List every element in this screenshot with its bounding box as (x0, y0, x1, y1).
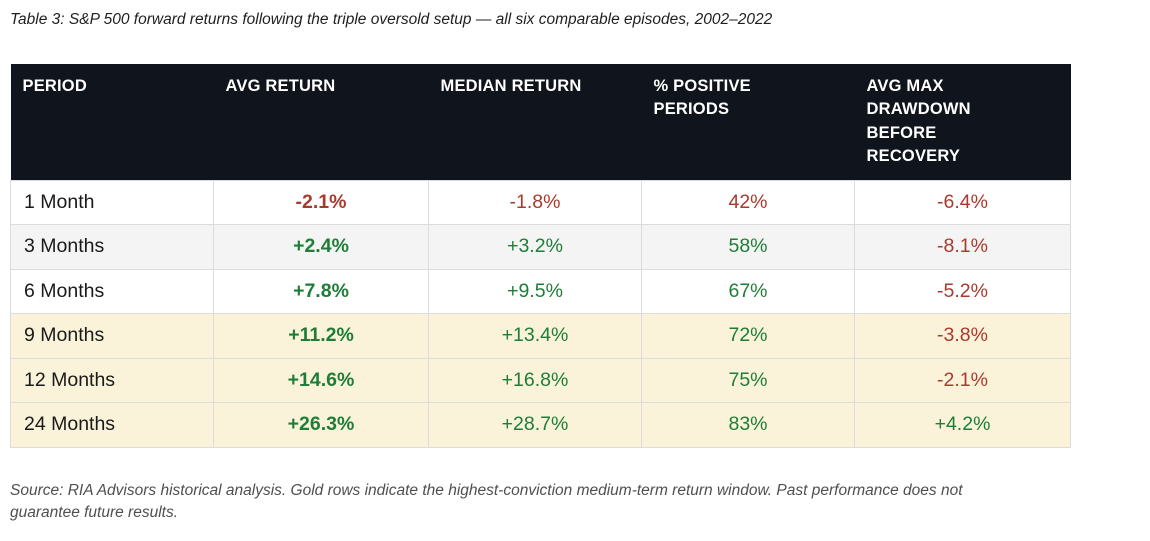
cell-median-return: -1.8% (428, 179, 642, 226)
table-header-row: PERIOD AVG RETURN MEDIAN RETURN% POSITIVE … (10, 64, 1071, 181)
cell-period: 3 Months (10, 224, 214, 270)
cell-drawdown: -2.1% (854, 357, 1071, 404)
cell-period: 12 Months (10, 357, 214, 404)
table-row-6-months: 6 Months +7.8% +9.5% 67% -5.2% (10, 268, 1071, 315)
cell-period: 24 Months (10, 402, 214, 448)
cell-avg-return: +7.8% (213, 268, 429, 315)
table-row-1-month: 1 Month -2.1% -1.8% 42% -6.4% (10, 179, 1071, 226)
column-header-median-return: MEDIAN RETURN (428, 64, 642, 181)
table-row-3-months: 3 Months +2.4% +3.2% 58% -8.1% (10, 224, 1071, 270)
cell-drawdown: -8.1% (854, 224, 1071, 270)
cell-median-return: +3.2% (428, 224, 642, 270)
cell-median-return: +9.5% (428, 268, 642, 315)
table-row-9-months: 9 Months +11.2% +13.4% 72% -3.8% (10, 313, 1071, 359)
cell-pct-positive: 83% (641, 402, 855, 448)
table-row-12-months: 12 Months +14.6% +16.8% 75% -2.1% (10, 357, 1071, 404)
returns-table: PERIOD AVG RETURN MEDIAN RETURN% POSITIVE … (10, 64, 1071, 448)
cell-pct-positive: 75% (641, 357, 855, 404)
column-header-avg-max-drawdown: AVG MAX DRAWDOWN BEFORE RECOVERY (854, 64, 1071, 181)
table-row-24-months: 24 Months +26.3% +28.7% 83% +4.2% (10, 402, 1071, 448)
cell-median-return: +13.4% (428, 313, 642, 359)
cell-avg-return: +2.4% (213, 224, 429, 270)
source-note: Source: RIA Advisors historical analysis… (10, 482, 963, 522)
column-header-period: PERIOD (10, 64, 214, 181)
cell-drawdown: -5.2% (854, 268, 1071, 315)
cell-avg-return: -2.1% (213, 179, 429, 226)
cell-period: 1 Month (10, 179, 214, 226)
cell-drawdown: +4.2% (854, 402, 1071, 448)
cell-median-return: +28.7% (428, 402, 642, 448)
cell-period: 6 Months (10, 268, 214, 315)
cell-pct-positive: 42% (641, 179, 855, 226)
cell-period: 9 Months (10, 313, 214, 359)
column-header-avg-return: AVG RETURN (213, 64, 429, 181)
cell-pct-positive: 58% (641, 224, 855, 270)
cell-avg-return: +11.2% (213, 313, 429, 359)
cell-drawdown: -6.4% (854, 179, 1071, 226)
cell-pct-positive: 72% (641, 313, 855, 359)
cell-avg-return: +26.3% (213, 402, 429, 448)
cell-pct-positive: 67% (641, 268, 855, 315)
cell-avg-return: +14.6% (213, 357, 429, 404)
cell-drawdown: -3.8% (854, 313, 1071, 359)
column-header-pct-positive: % POSITIVE PERIODS (641, 64, 855, 181)
table-caption: Table 3: S&P 500 forward returns followi… (10, 11, 773, 28)
cell-median-return: +16.8% (428, 357, 642, 404)
